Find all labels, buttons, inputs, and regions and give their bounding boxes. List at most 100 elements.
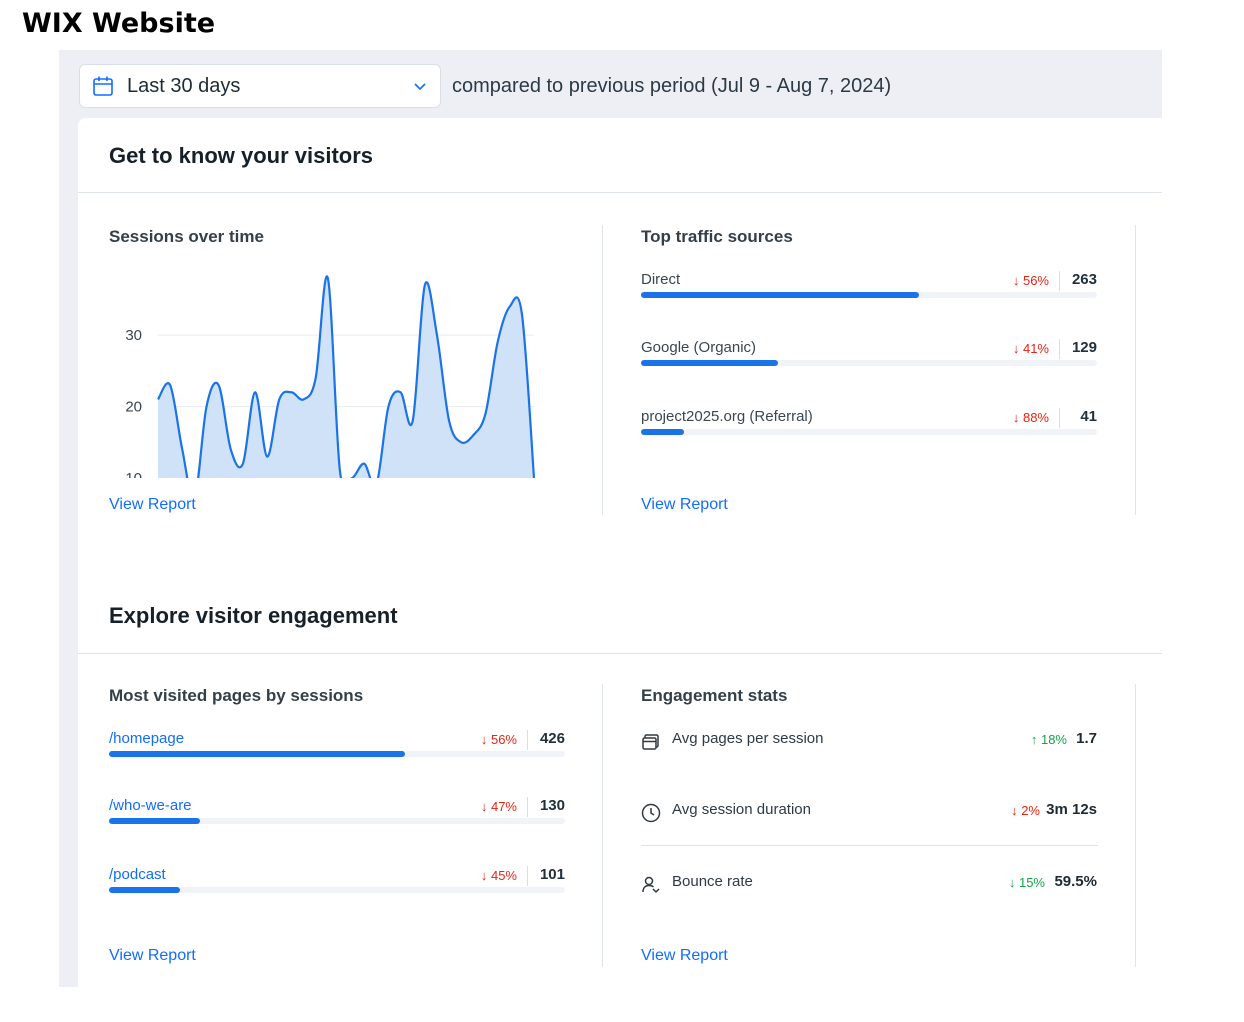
traffic-change: ↓ 56% [1013, 273, 1049, 288]
date-range-value: Last 30 days [127, 74, 241, 97]
stat-label: Bounce rate [672, 873, 753, 890]
arrow-down-icon: ↓ [480, 799, 491, 814]
sessions-view-report-link[interactable]: View Report [109, 496, 196, 513]
visitors-card-title: Get to know your visitors [109, 143, 374, 168]
progress-track [641, 360, 1097, 366]
traffic-source-label: project2025.org (Referral) [641, 408, 813, 425]
stat-avg-pages: Avg pages per session ↑ 18% 1.7 [641, 729, 1097, 759]
comparison-period: compared to previous period (Jul 9 - Aug… [452, 74, 892, 97]
pages-title: Most visited pages by sessions [109, 686, 364, 705]
visitors-card: Get to know your visitors Sessions over … [78, 118, 1162, 596]
arrow-down-icon: ↓ [1011, 803, 1022, 818]
change-value: 56% [490, 732, 517, 747]
change-value: 15% [1018, 875, 1045, 890]
y-tick-label: 20 [125, 399, 142, 416]
separator [1059, 271, 1060, 291]
change-value: 18% [1040, 732, 1067, 747]
chevron-down-icon [414, 83, 426, 91]
traffic-value: 129 [1071, 339, 1097, 356]
pages-icon [642, 734, 659, 750]
traffic-view-report-link[interactable]: View Report [641, 496, 728, 513]
page-change: ↓ 56% [481, 732, 517, 747]
page-sessions: 426 [539, 730, 565, 747]
page-sessions: 101 [539, 866, 565, 883]
document-title: WIX Website [22, 8, 216, 39]
page-change: ↓ 45% [481, 868, 517, 883]
change-value: 45% [490, 868, 517, 883]
progress-fill [109, 818, 201, 824]
stat-value: 1.7 [1076, 730, 1097, 747]
stat-value: 59.5% [1054, 873, 1097, 890]
stats-view-report-link[interactable]: View Report [641, 947, 728, 964]
page-link[interactable]: /homepage [109, 730, 185, 747]
engagement-card-title: Explore visitor engagement [109, 603, 398, 628]
separator [527, 730, 528, 750]
divider [78, 653, 1162, 654]
traffic-change: ↓ 88% [1013, 410, 1049, 425]
stat-divider [641, 845, 1098, 846]
change-value: 56% [1022, 273, 1049, 288]
separator [1059, 339, 1060, 359]
page-link[interactable]: /who-we-are [109, 797, 192, 814]
stat-change: ↓ 15% [1009, 875, 1045, 890]
change-value: 41% [1022, 341, 1049, 356]
stat-change: ↑ 18% [1031, 732, 1067, 747]
sessions-chart: 102030Aug 8Aug 14Aug 20Aug 26Sep 1 [125, 275, 536, 478]
arrow-down-icon: ↓ [480, 868, 491, 883]
separator [1059, 408, 1060, 428]
traffic-source-label: Google (Organic) [641, 339, 757, 356]
page-row-who-we-are[interactable]: /who-we-are ↓ 47% 130 [109, 797, 565, 829]
stat-label: Avg session duration [672, 801, 811, 818]
arrow-down-icon: ↓ [1008, 875, 1019, 890]
date-range-dropdown[interactable]: Last 30 days [79, 64, 441, 108]
pages-view-report-link[interactable]: View Report [109, 947, 196, 964]
arrow-down-icon: ↓ [1012, 410, 1023, 425]
series-line [157, 275, 536, 478]
traffic-sources-title: Top traffic sources [641, 227, 793, 246]
page-row-homepage[interactable]: /homepage ↓ 56% 426 [109, 730, 565, 762]
progress-fill [641, 429, 685, 435]
page-row-podcast[interactable]: /podcast ↓ 45% 101 [109, 866, 565, 898]
y-tick-label: 10 [125, 470, 142, 478]
date-range-bar: Last 30 days compared to previous period… [79, 64, 891, 108]
analytics-dashboard: Last 30 days compared to previous period… [59, 50, 1162, 987]
traffic-value: 41 [1080, 408, 1097, 425]
progress-fill [109, 887, 180, 893]
traffic-row-referral[interactable]: project2025.org (Referral) ↓ 88% 41 [641, 408, 1097, 440]
traffic-value: 263 [1071, 271, 1097, 288]
separator [527, 797, 528, 817]
separator [527, 866, 528, 886]
stat-label: Avg pages per session [672, 730, 824, 747]
column-divider [1135, 684, 1136, 967]
progress-fill [641, 360, 778, 366]
divider [78, 192, 1162, 193]
y-tick-label: 30 [125, 327, 142, 344]
column-divider [602, 225, 603, 515]
stat-bounce-rate: Bounce rate ↓ 15% 59.5% [641, 872, 1097, 902]
area-fill [158, 276, 534, 478]
bounce-user-icon [642, 876, 660, 894]
progress-fill [641, 292, 920, 298]
engagement-card: Explore visitor engagement Most visited … [78, 577, 1162, 987]
column-divider [602, 684, 603, 967]
sessions-title: Sessions over time [109, 227, 264, 246]
page-sessions: 130 [539, 797, 565, 814]
progress-track [109, 887, 565, 893]
traffic-row-google[interactable]: Google (Organic) ↓ 41% 129 [641, 339, 1097, 371]
stat-avg-session-duration: Avg session duration ↓ 2% 3m 12s [641, 800, 1097, 830]
column-divider [1135, 225, 1136, 515]
progress-fill [109, 751, 406, 757]
change-value: 2% [1021, 803, 1040, 818]
traffic-source-label: Direct [641, 271, 681, 288]
stat-value: 3m 12s [1046, 801, 1097, 818]
calendar-icon [93, 76, 113, 96]
traffic-change: ↓ 41% [1013, 341, 1049, 356]
arrow-down-icon: ↓ [480, 732, 491, 747]
page-link[interactable]: /podcast [109, 866, 166, 883]
traffic-row-direct[interactable]: Direct ↓ 56% 263 [641, 271, 1097, 303]
progress-track [641, 429, 1097, 435]
clock-icon [641, 803, 661, 823]
page-change: ↓ 47% [481, 799, 517, 814]
arrow-up-icon: ↑ [1030, 732, 1041, 747]
progress-track [641, 292, 1097, 298]
